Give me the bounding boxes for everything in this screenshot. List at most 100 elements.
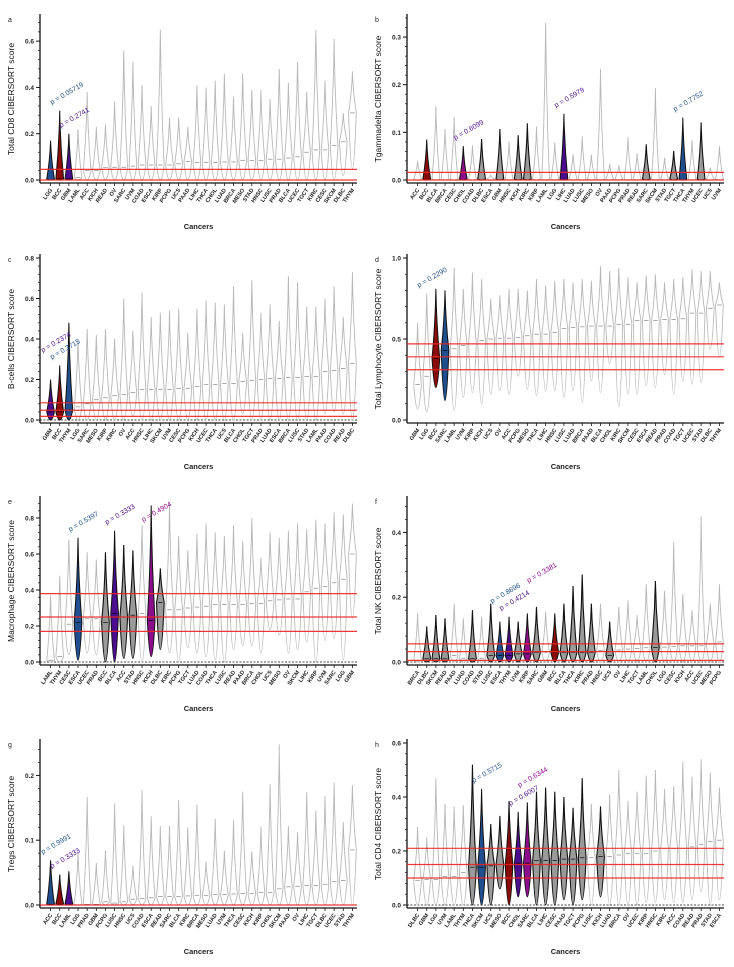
violin-laml bbox=[449, 267, 459, 411]
violin-sarc bbox=[440, 290, 450, 402]
violin-ucec bbox=[329, 782, 339, 906]
violin-ucs bbox=[174, 117, 183, 181]
violin-dlbc bbox=[705, 270, 715, 350]
violin-ucec bbox=[696, 516, 706, 663]
violin-chol bbox=[256, 557, 266, 654]
x-tick-label: UVM bbox=[711, 187, 723, 201]
panel-b: b Tgammadelta CIBERSORT score Cancers 0.0 0.… bbox=[367, 0, 734, 242]
violin-meso bbox=[523, 290, 532, 390]
y-tick-label: 0.8 bbox=[25, 516, 34, 523]
panel-c: c B-cells CIBERSORT score Cancers 0.0 0.2 0.4… bbox=[0, 240, 367, 482]
x-tick-label: OV bbox=[613, 669, 623, 679]
violin-tgct bbox=[678, 277, 688, 382]
violin-tgct bbox=[632, 615, 642, 663]
chart-b: b Tgammadelta CIBERSORT score Cancers 0.0 0.… bbox=[373, 14, 724, 231]
violin-acc bbox=[669, 786, 678, 903]
violin-hnsc bbox=[137, 292, 147, 421]
y-axis-label: Total Lymphocyte CIBERSORT score bbox=[373, 268, 383, 409]
violin-ov bbox=[119, 298, 129, 421]
violin-thca bbox=[210, 532, 220, 661]
violin-blca bbox=[110, 530, 119, 663]
violin-uvm bbox=[715, 146, 724, 181]
chart-h: h Total CD4 CIBERSORT score Cancers 0.0 0.2 0… bbox=[373, 739, 724, 956]
x-tick-label: BCC bbox=[547, 670, 559, 683]
violin-lgg bbox=[338, 514, 348, 661]
violin-uvm bbox=[220, 850, 229, 906]
violin-tgct bbox=[311, 810, 321, 906]
violin-lihc bbox=[302, 792, 311, 906]
y-tick-label: 0.1 bbox=[392, 130, 401, 137]
violin-lihc bbox=[192, 85, 202, 181]
x-tick-label: OV bbox=[118, 427, 128, 437]
panel-f: f Total NK CIBERSORT score Cancers 0.0 0.2 0.… bbox=[367, 482, 734, 724]
violin-paad bbox=[320, 298, 330, 415]
y-tick-label: 0.2 bbox=[392, 849, 401, 856]
violin-kirp bbox=[256, 826, 266, 906]
y-tick-label: 0.6 bbox=[392, 741, 401, 748]
x-tick-label: LGG bbox=[656, 670, 668, 683]
violin-bcc bbox=[422, 139, 432, 181]
p-value-annotation: p = 0.6099 bbox=[453, 119, 485, 142]
violin-blca bbox=[284, 82, 293, 181]
violin-stad bbox=[302, 306, 311, 421]
violin-gbm bbox=[91, 862, 101, 906]
violin-meso bbox=[586, 154, 596, 181]
y-tick-label: 0.6 bbox=[25, 39, 34, 46]
violin-coad bbox=[468, 610, 477, 663]
violin-brca bbox=[247, 517, 257, 647]
violin-coad bbox=[329, 286, 339, 413]
violin-lihc bbox=[541, 787, 551, 906]
violin-prad bbox=[92, 559, 101, 656]
panel-letter: a bbox=[8, 17, 12, 24]
panel-e: e Macrophage CIBERSORT score Cancers 0.0 0.2… bbox=[0, 482, 367, 724]
x-tick-label: LGG bbox=[335, 670, 347, 683]
violin-cesc bbox=[632, 282, 642, 395]
violin-kirp bbox=[641, 775, 651, 903]
violin-thym bbox=[348, 785, 357, 906]
violin-thca bbox=[468, 764, 477, 906]
violin-ucec bbox=[82, 552, 92, 654]
violin-acc bbox=[82, 92, 92, 181]
y-tick-label: 0.6 bbox=[25, 296, 34, 303]
violin-read bbox=[440, 618, 450, 663]
chart-c: c B-cells CIBERSORT score Cancers 0.0 0.2 0.4… bbox=[6, 254, 357, 471]
violin-esca bbox=[274, 320, 284, 421]
y-axis-label: Macrophage CIBERSORT score bbox=[6, 520, 16, 642]
violin-read bbox=[687, 776, 697, 901]
chart-g: g Tregs CIBERSORT score Cancers 0.0 0.1 0.2 AC… bbox=[6, 739, 357, 956]
violin-ov bbox=[614, 606, 624, 663]
violin-kirc bbox=[577, 574, 587, 663]
x-tick-label: LGG bbox=[547, 188, 559, 201]
violin-ov bbox=[596, 68, 605, 181]
violin-bcc bbox=[550, 613, 560, 663]
violin-gbm bbox=[413, 322, 422, 410]
x-tick-label: GBM bbox=[344, 669, 357, 683]
violin-hnsc bbox=[119, 825, 129, 906]
violin-uvm bbox=[440, 803, 450, 906]
violin-ucs bbox=[605, 621, 615, 663]
y-tick-label: 0.0 bbox=[25, 418, 34, 425]
x-axis-label: Cancers bbox=[184, 704, 214, 713]
violin-hnsc bbox=[651, 769, 660, 903]
violin-thym bbox=[64, 322, 74, 421]
violin-thym bbox=[55, 575, 65, 663]
violin-stad bbox=[247, 89, 257, 181]
violin-sarc bbox=[532, 606, 541, 663]
x-tick-label: OV bbox=[595, 187, 605, 197]
x-tick-label: BCC bbox=[51, 913, 63, 926]
x-axis-label: Cancers bbox=[551, 947, 581, 956]
violin-prad bbox=[256, 312, 266, 421]
x-tick-label: UCS bbox=[125, 912, 137, 925]
violin-lusc bbox=[265, 98, 275, 181]
violin-lgg bbox=[73, 338, 83, 421]
violin-kirc bbox=[183, 827, 193, 906]
violin-acc bbox=[687, 610, 697, 663]
violin-kich bbox=[678, 593, 688, 663]
violin-luad bbox=[568, 154, 578, 181]
violin-read bbox=[156, 825, 165, 906]
violin-stad bbox=[705, 772, 715, 906]
violin-lusc bbox=[587, 803, 596, 906]
violin-read bbox=[338, 316, 348, 415]
violin-kirp bbox=[522, 613, 532, 663]
violin-lusc bbox=[220, 535, 229, 663]
